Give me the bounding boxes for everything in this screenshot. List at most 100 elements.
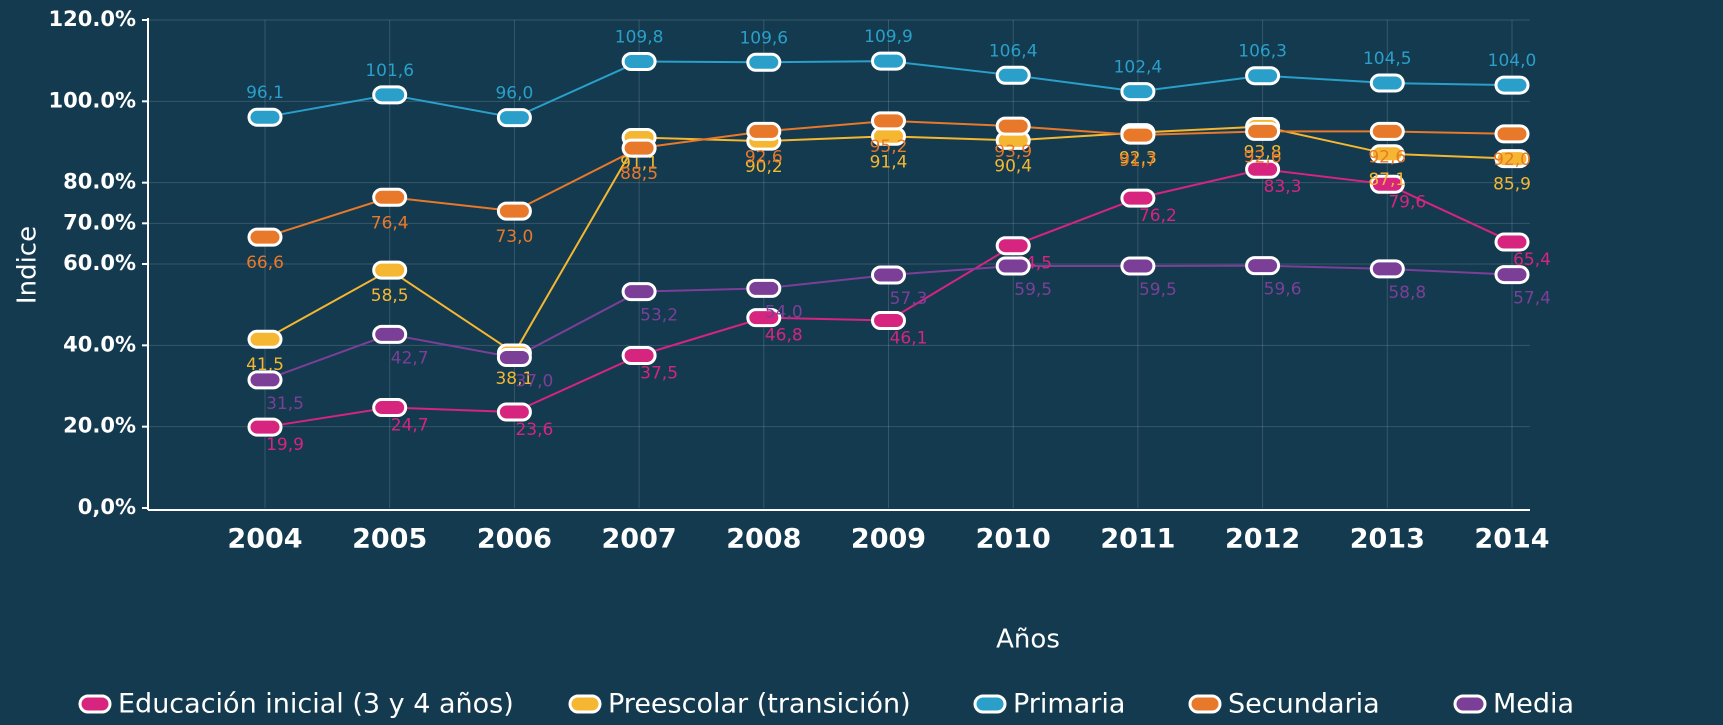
data-label: 109,8 (615, 27, 664, 47)
marker (247, 417, 283, 437)
marker (1245, 256, 1281, 276)
data-label: 76,2 (1139, 206, 1177, 226)
data-label: 42,7 (391, 348, 429, 368)
data-label: 57,3 (890, 289, 928, 309)
marker (1120, 188, 1156, 208)
data-label: 83,3 (1264, 177, 1302, 197)
data-label: 104,0 (1488, 51, 1537, 71)
marker (1494, 75, 1530, 95)
data-label: 102,4 (1114, 58, 1163, 78)
marker (746, 52, 782, 72)
marker (372, 398, 408, 418)
data-label: 38,1 (495, 369, 533, 389)
y-tick-label: 100.0% (49, 88, 136, 112)
y-axis-title: Indice (13, 226, 43, 304)
marker (621, 346, 657, 365)
x-tick-label: 2014 (1474, 524, 1549, 555)
data-label: 46,1 (890, 329, 928, 349)
data-label: 92,0 (1493, 150, 1531, 170)
y-tick-label: 80.0% (63, 170, 136, 194)
data-label: 88,5 (620, 164, 658, 184)
legend-item: Educación inicial (3 y 4 años) (78, 689, 514, 720)
legend-swatch (1453, 694, 1487, 714)
marker (247, 370, 283, 390)
marker (1245, 66, 1281, 86)
y-tick-label: 70.0% (63, 210, 136, 234)
data-label: 104,5 (1363, 49, 1412, 69)
data-label: 109,6 (739, 28, 788, 48)
marker (372, 85, 408, 105)
data-label: 93,9 (994, 142, 1032, 162)
data-label: 93,8 (1244, 143, 1282, 163)
data-label: 92,6 (1244, 147, 1282, 167)
marker (496, 201, 532, 221)
data-label: 96,0 (495, 84, 533, 104)
marker (1369, 121, 1405, 141)
x-axis-title: Años (996, 625, 1060, 655)
marker (1369, 259, 1405, 279)
legend-label: Preescolar (transición) (608, 689, 911, 720)
data-label: 53,2 (640, 306, 678, 326)
data-label: 106,4 (989, 41, 1038, 61)
data-label: 31,5 (266, 394, 304, 414)
marker (496, 402, 532, 422)
data-label: 19,9 (266, 435, 304, 455)
legend-label: Secundaria (1228, 689, 1380, 720)
marker (1369, 174, 1405, 194)
legend-item: Secundaria (1188, 689, 1380, 720)
data-label: 23,6 (515, 420, 553, 440)
marker (871, 311, 906, 331)
marker (1120, 125, 1156, 145)
legend-item: Preescolar (transición) (568, 689, 911, 720)
x-tick-label: 2011 (1100, 524, 1175, 555)
data-label: 37,5 (640, 364, 678, 384)
marker (1369, 144, 1405, 164)
x-tick-label: 2006 (477, 524, 552, 555)
data-label: 57,4 (1513, 289, 1551, 309)
y-tick-label: 120.0% (49, 7, 136, 31)
x-tick-label: 2009 (851, 524, 926, 555)
y-tick-label: 20.0% (63, 414, 136, 438)
x-tick-label: 2004 (227, 524, 302, 555)
marker (1494, 149, 1530, 169)
marker (1494, 124, 1530, 144)
x-tick-label: 2013 (1350, 524, 1425, 555)
data-label: 92,3 (1119, 149, 1157, 169)
data-label: 90,2 (745, 157, 783, 177)
marker (871, 51, 906, 71)
marker (1120, 82, 1156, 102)
data-label: 90,4 (994, 156, 1032, 176)
legend-swatch (78, 694, 112, 714)
marker (1494, 232, 1530, 252)
data-label: 59,6 (1264, 280, 1302, 300)
marker (746, 278, 782, 298)
marker (1120, 256, 1156, 276)
marker (1245, 121, 1281, 141)
marker (372, 187, 408, 207)
marker (621, 282, 657, 302)
data-label: 91,4 (870, 152, 908, 172)
data-label: 92,6 (745, 147, 783, 167)
data-label: 65,4 (1513, 250, 1551, 270)
y-tick-label: 0,0% (78, 495, 136, 519)
data-label: 58,8 (1388, 283, 1426, 303)
marker (871, 111, 906, 131)
data-label: 37,0 (515, 372, 553, 392)
data-label: 106,3 (1238, 42, 1287, 62)
data-label: 66,6 (246, 253, 284, 273)
data-label: 54,0 (765, 302, 803, 322)
marker (621, 138, 657, 158)
data-label: 91,1 (620, 154, 658, 174)
data-label: 92,6 (1368, 147, 1406, 167)
x-tick-label: 2005 (352, 524, 427, 555)
x-tick-label: 2008 (726, 524, 801, 555)
legend-item: Media (1453, 689, 1574, 720)
data-label: 96,1 (246, 83, 284, 103)
marker (247, 329, 283, 349)
data-label: 109,9 (864, 27, 913, 47)
legend-label: Educación inicial (3 y 4 años) (118, 689, 514, 720)
legend-swatch (568, 694, 602, 714)
data-label: 59,5 (1139, 280, 1177, 300)
marker (995, 116, 1031, 136)
